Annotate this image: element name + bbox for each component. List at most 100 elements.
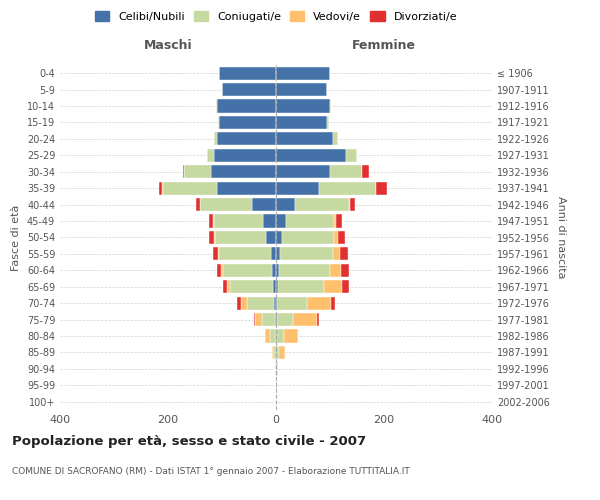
- Bar: [276, 248, 280, 260]
- Bar: [275, 330, 276, 342]
- Bar: [276, 231, 283, 244]
- Bar: [330, 264, 341, 277]
- Bar: [196, 198, 200, 211]
- Bar: [273, 346, 275, 359]
- Bar: [276, 264, 278, 277]
- Bar: [278, 346, 285, 359]
- Bar: [349, 198, 350, 211]
- Bar: [221, 264, 223, 277]
- Y-axis label: Fasce di età: Fasce di età: [11, 204, 21, 270]
- Bar: [276, 100, 330, 112]
- Bar: [276, 66, 330, 80]
- Bar: [276, 280, 278, 293]
- Bar: [337, 214, 342, 228]
- Bar: [280, 248, 333, 260]
- Bar: [247, 296, 274, 310]
- Bar: [362, 165, 369, 178]
- Bar: [209, 231, 214, 244]
- Text: Femmine: Femmine: [352, 38, 416, 52]
- Bar: [227, 280, 230, 293]
- Bar: [323, 280, 343, 293]
- Bar: [262, 313, 275, 326]
- Bar: [254, 313, 256, 326]
- Bar: [223, 280, 227, 293]
- Bar: [220, 248, 271, 260]
- Bar: [284, 330, 298, 342]
- Bar: [286, 214, 334, 228]
- Bar: [213, 248, 218, 260]
- Bar: [218, 116, 220, 129]
- Bar: [223, 264, 272, 277]
- Legend: Celibi/Nubili, Coniugati/e, Vedovi/e, Divorziati/e: Celibi/Nubili, Coniugati/e, Vedovi/e, Di…: [92, 8, 460, 25]
- Bar: [338, 231, 344, 244]
- Bar: [341, 264, 349, 277]
- Bar: [272, 264, 276, 277]
- Bar: [220, 66, 276, 80]
- Bar: [217, 264, 221, 277]
- Bar: [214, 132, 217, 145]
- Bar: [220, 116, 276, 129]
- Bar: [163, 182, 217, 195]
- Bar: [222, 83, 276, 96]
- Bar: [256, 313, 262, 326]
- Bar: [252, 198, 276, 211]
- Bar: [328, 116, 329, 129]
- Bar: [278, 264, 330, 277]
- Bar: [330, 165, 362, 178]
- Bar: [330, 100, 331, 112]
- Bar: [276, 214, 286, 228]
- Bar: [217, 100, 276, 112]
- Text: Maschi: Maschi: [143, 38, 193, 52]
- Bar: [277, 313, 293, 326]
- Bar: [334, 231, 338, 244]
- Bar: [217, 132, 276, 145]
- Bar: [276, 330, 284, 342]
- Bar: [209, 214, 214, 228]
- Bar: [214, 149, 276, 162]
- Text: COMUNE DI SACROFANO (RM) - Dati ISTAT 1° gennaio 2007 - Elaborazione TUTTITALIA.: COMUNE DI SACROFANO (RM) - Dati ISTAT 1°…: [12, 468, 410, 476]
- Bar: [274, 296, 276, 310]
- Y-axis label: Anni di nascita: Anni di nascita: [556, 196, 566, 279]
- Bar: [277, 362, 278, 376]
- Bar: [350, 198, 355, 211]
- Bar: [334, 214, 337, 228]
- Bar: [319, 182, 376, 195]
- Bar: [269, 330, 275, 342]
- Bar: [333, 248, 340, 260]
- Bar: [160, 182, 162, 195]
- Bar: [211, 165, 276, 178]
- Bar: [200, 198, 252, 211]
- Bar: [265, 330, 269, 342]
- Bar: [276, 165, 330, 178]
- Text: Popolazione per età, sesso e stato civile - 2007: Popolazione per età, sesso e stato civil…: [12, 435, 366, 448]
- Bar: [230, 280, 274, 293]
- Bar: [182, 165, 184, 178]
- Bar: [295, 198, 349, 211]
- Bar: [276, 198, 295, 211]
- Bar: [272, 346, 273, 359]
- Bar: [263, 214, 276, 228]
- Bar: [184, 165, 211, 178]
- Bar: [331, 296, 335, 310]
- Bar: [307, 296, 331, 310]
- Bar: [276, 296, 277, 310]
- Bar: [218, 248, 220, 260]
- Bar: [271, 248, 276, 260]
- Bar: [215, 231, 266, 244]
- Bar: [237, 296, 241, 310]
- Bar: [217, 182, 276, 195]
- Bar: [276, 83, 328, 96]
- Bar: [241, 296, 247, 310]
- Bar: [274, 280, 276, 293]
- Bar: [276, 149, 346, 162]
- Bar: [214, 214, 263, 228]
- Bar: [340, 248, 348, 260]
- Bar: [283, 231, 334, 244]
- Bar: [214, 231, 215, 244]
- Bar: [276, 132, 332, 145]
- Bar: [266, 231, 276, 244]
- Bar: [276, 346, 278, 359]
- Bar: [276, 116, 328, 129]
- Bar: [343, 280, 349, 293]
- Bar: [208, 149, 214, 162]
